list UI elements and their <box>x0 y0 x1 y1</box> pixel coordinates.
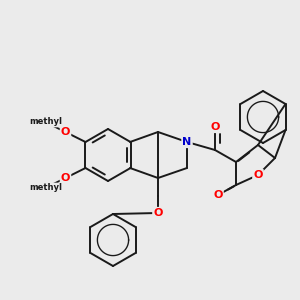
Text: O: O <box>61 173 70 183</box>
Text: methyl: methyl <box>29 118 62 127</box>
Text: O: O <box>213 190 223 200</box>
Text: O: O <box>61 127 70 137</box>
Text: O: O <box>153 208 163 218</box>
Text: O: O <box>253 170 263 180</box>
Text: O: O <box>210 122 220 132</box>
Text: methyl: methyl <box>29 184 62 193</box>
Text: N: N <box>182 137 192 147</box>
